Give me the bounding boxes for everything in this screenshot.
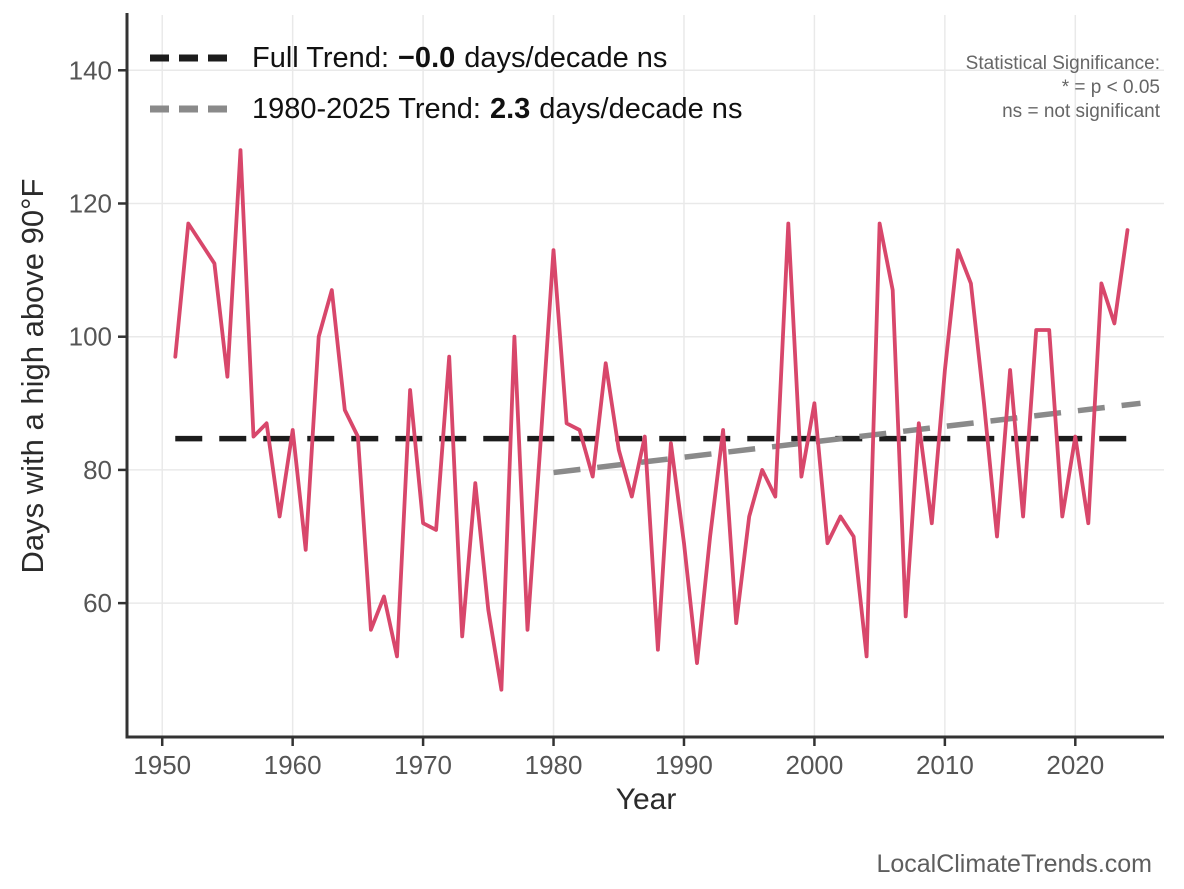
watermark: LocalClimateTrends.com [876,850,1152,878]
y-tick-label: 80 [83,455,112,485]
significance-note-line1: Statistical Significance: [965,53,1160,74]
x-tick-label: 1950 [133,750,191,780]
y-tick-label: 120 [69,188,112,218]
chart-legend: Full Trend: −0.0 days/decade ns 1980-2025 … [150,38,742,140]
gray-dashed-line-icon [150,105,228,113]
significance-note: Statistical Significance: * = p < 0.05 n… [966,52,1160,124]
x-tick-label: 1990 [655,750,713,780]
significance-note-line2: * = p < 0.05 [1061,77,1160,98]
y-tick-label: 100 [69,322,112,352]
x-tick-label: 1980 [525,750,583,780]
data-series-line [173,148,1130,692]
x-tick-label: 1970 [394,750,452,780]
significance-note-line3: ns = not significant [1002,101,1160,122]
legend-item-1980-2025-trend: 1980-2025 Trend: 2.3 days/decade ns [150,89,742,129]
x-tick-label: 1960 [264,750,322,780]
y-axis-title: Days with a high above 90°F [15,178,50,574]
legend-full-trend-text: Full Trend: −0.0 days/decade ns [252,41,668,74]
recent-trend-line [553,400,1141,476]
x-tick-label: 2010 [916,750,974,780]
black-dashed-line-icon [150,54,228,62]
x-axis-title: Year [615,783,677,816]
legend-item-full-trend: Full Trend: −0.0 days/decade ns [150,38,742,78]
y-tick-label: 60 [83,588,112,618]
legend-recent-trend-text: 1980-2025 Trend: 2.3 days/decade ns [252,92,743,125]
x-tick-label: 2000 [785,750,843,780]
y-tick-label: 140 [69,55,112,85]
x-tick-label: 2020 [1046,750,1104,780]
